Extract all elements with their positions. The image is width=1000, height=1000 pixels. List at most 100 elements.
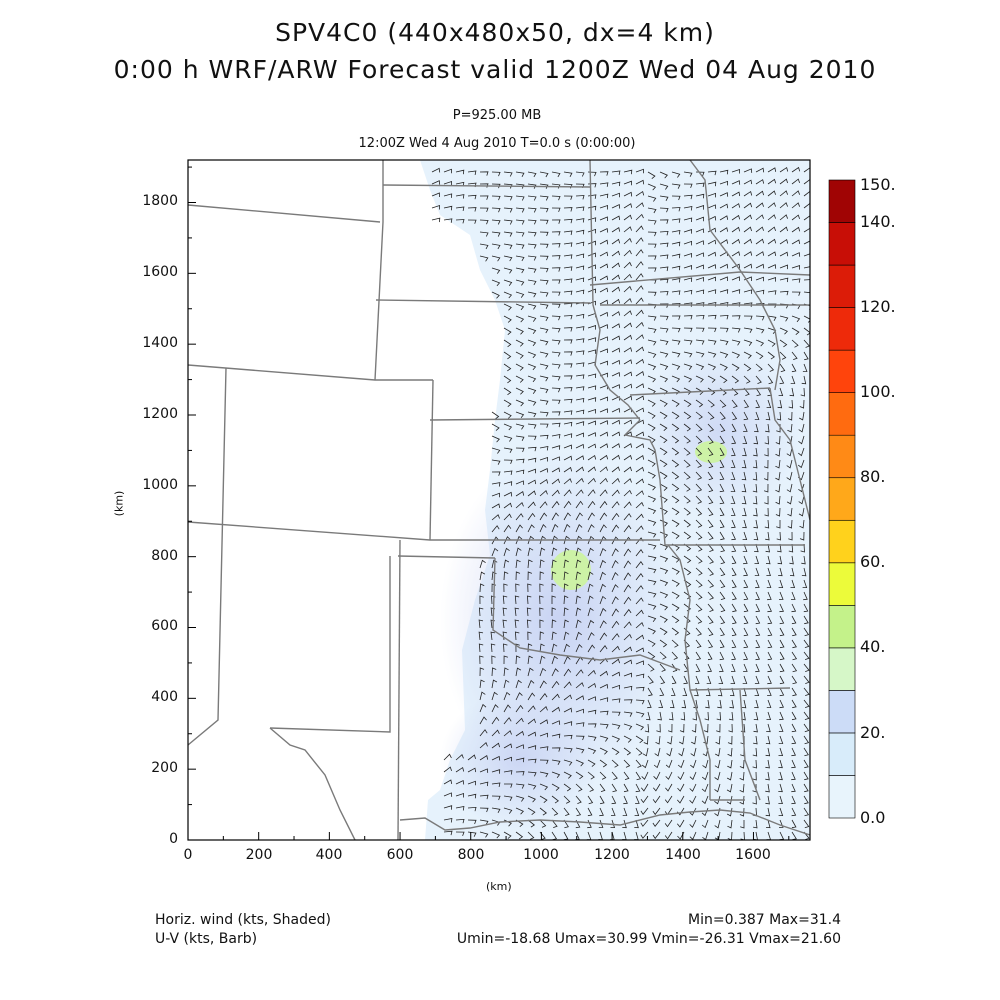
wind-barb xyxy=(705,699,710,709)
wind-barb xyxy=(671,519,680,527)
wind-barb xyxy=(479,171,489,176)
wind-barb xyxy=(479,583,485,593)
wind-barb xyxy=(491,279,501,287)
wind-barb xyxy=(664,819,673,828)
wind-barb xyxy=(515,535,523,545)
wind-barb xyxy=(763,471,769,481)
wind-barb xyxy=(671,675,677,685)
colorbar-label: 120. xyxy=(860,297,896,316)
wind-barb xyxy=(802,579,808,588)
wind-barb xyxy=(563,444,572,450)
wind-barb xyxy=(755,315,765,321)
wind-barb xyxy=(803,178,810,185)
wind-barb xyxy=(575,362,585,367)
wind-barb xyxy=(515,339,524,347)
wind-barb xyxy=(707,627,714,636)
wind-peak-blob xyxy=(551,550,591,590)
wind-barb xyxy=(551,411,561,416)
wind-barb xyxy=(681,699,687,709)
wind-barb xyxy=(575,326,585,331)
wind-barb xyxy=(575,443,585,449)
wind-barb xyxy=(669,699,675,709)
wind-barb xyxy=(755,363,763,372)
wind-barb xyxy=(641,771,649,780)
wind-barb xyxy=(515,757,525,763)
wind-barb xyxy=(587,500,596,509)
wind-barb xyxy=(779,351,787,360)
wind-barb xyxy=(611,608,619,617)
wind-barb xyxy=(527,411,537,418)
wind-barb xyxy=(799,411,805,421)
wind-barb xyxy=(539,243,549,249)
wind-barb xyxy=(599,182,609,187)
wind-barb xyxy=(515,571,521,581)
wind-barb xyxy=(800,543,805,553)
wind-barb xyxy=(599,559,607,569)
wind-barb xyxy=(741,483,747,493)
x-tick-label: 1200 xyxy=(594,847,630,863)
wind-barb xyxy=(611,747,620,756)
wind-barb xyxy=(786,447,793,457)
wind-barb xyxy=(539,456,549,462)
wind-barb xyxy=(803,279,810,281)
wind-barb xyxy=(635,711,645,718)
wind-barb xyxy=(431,192,440,198)
wind-barb xyxy=(765,747,771,757)
wind-barb xyxy=(575,350,585,355)
wind-barb xyxy=(587,669,596,677)
wind-barb xyxy=(599,228,609,233)
wind-barb xyxy=(551,279,561,284)
wind-barb xyxy=(598,819,604,828)
wind-barb xyxy=(527,291,537,298)
wind-barb xyxy=(671,411,680,420)
wind-barb xyxy=(635,490,644,497)
wind-barb xyxy=(778,735,784,744)
wind-barb xyxy=(778,771,783,781)
wind-barb xyxy=(755,375,762,384)
wind-barb xyxy=(563,512,571,521)
wind-barb xyxy=(659,171,668,179)
wind-barb xyxy=(659,411,668,419)
wind-barb xyxy=(635,771,642,781)
wind-barb xyxy=(707,204,717,209)
x-tick-label: 0 xyxy=(183,847,193,863)
wind-barb xyxy=(527,807,536,816)
wind-barb xyxy=(479,231,489,237)
valid-time-label: 12:00Z Wed 4 Aug 2010 T=0.0 s (0:00:00) xyxy=(358,136,636,151)
wind-barb xyxy=(755,214,764,221)
wind-barb xyxy=(765,771,770,781)
wind-barb xyxy=(767,251,777,257)
wind-barb xyxy=(779,627,785,637)
wind-barb xyxy=(503,387,512,396)
wind-barb xyxy=(599,747,608,755)
wind-barb xyxy=(754,699,759,709)
wind-barb xyxy=(743,238,753,245)
wind-barb xyxy=(791,190,800,197)
wind-barb xyxy=(527,535,535,545)
wind-barb xyxy=(695,579,703,588)
wind-barb xyxy=(659,651,667,660)
wind-barb xyxy=(467,207,477,212)
wind-barb xyxy=(719,663,724,673)
wind-barb xyxy=(551,303,561,309)
wind-barb xyxy=(575,607,582,617)
wind-barb xyxy=(515,469,525,475)
wind-barb xyxy=(551,595,556,604)
wind-barb xyxy=(563,387,573,392)
wind-barb xyxy=(705,687,711,697)
wind-barb xyxy=(479,219,489,225)
wind-barb xyxy=(527,435,537,441)
wind-barb xyxy=(515,375,524,383)
wind-barb xyxy=(611,262,620,269)
wind-barb xyxy=(799,399,805,409)
wind-barb xyxy=(515,183,525,189)
wind-barb xyxy=(647,519,657,526)
wind-barb xyxy=(491,471,501,476)
wind-barb xyxy=(479,691,486,701)
wind-barb xyxy=(491,255,501,262)
wind-barb xyxy=(652,795,661,804)
wind-barb xyxy=(491,691,498,701)
wind-barb xyxy=(527,231,537,237)
wind-barb xyxy=(515,363,524,371)
